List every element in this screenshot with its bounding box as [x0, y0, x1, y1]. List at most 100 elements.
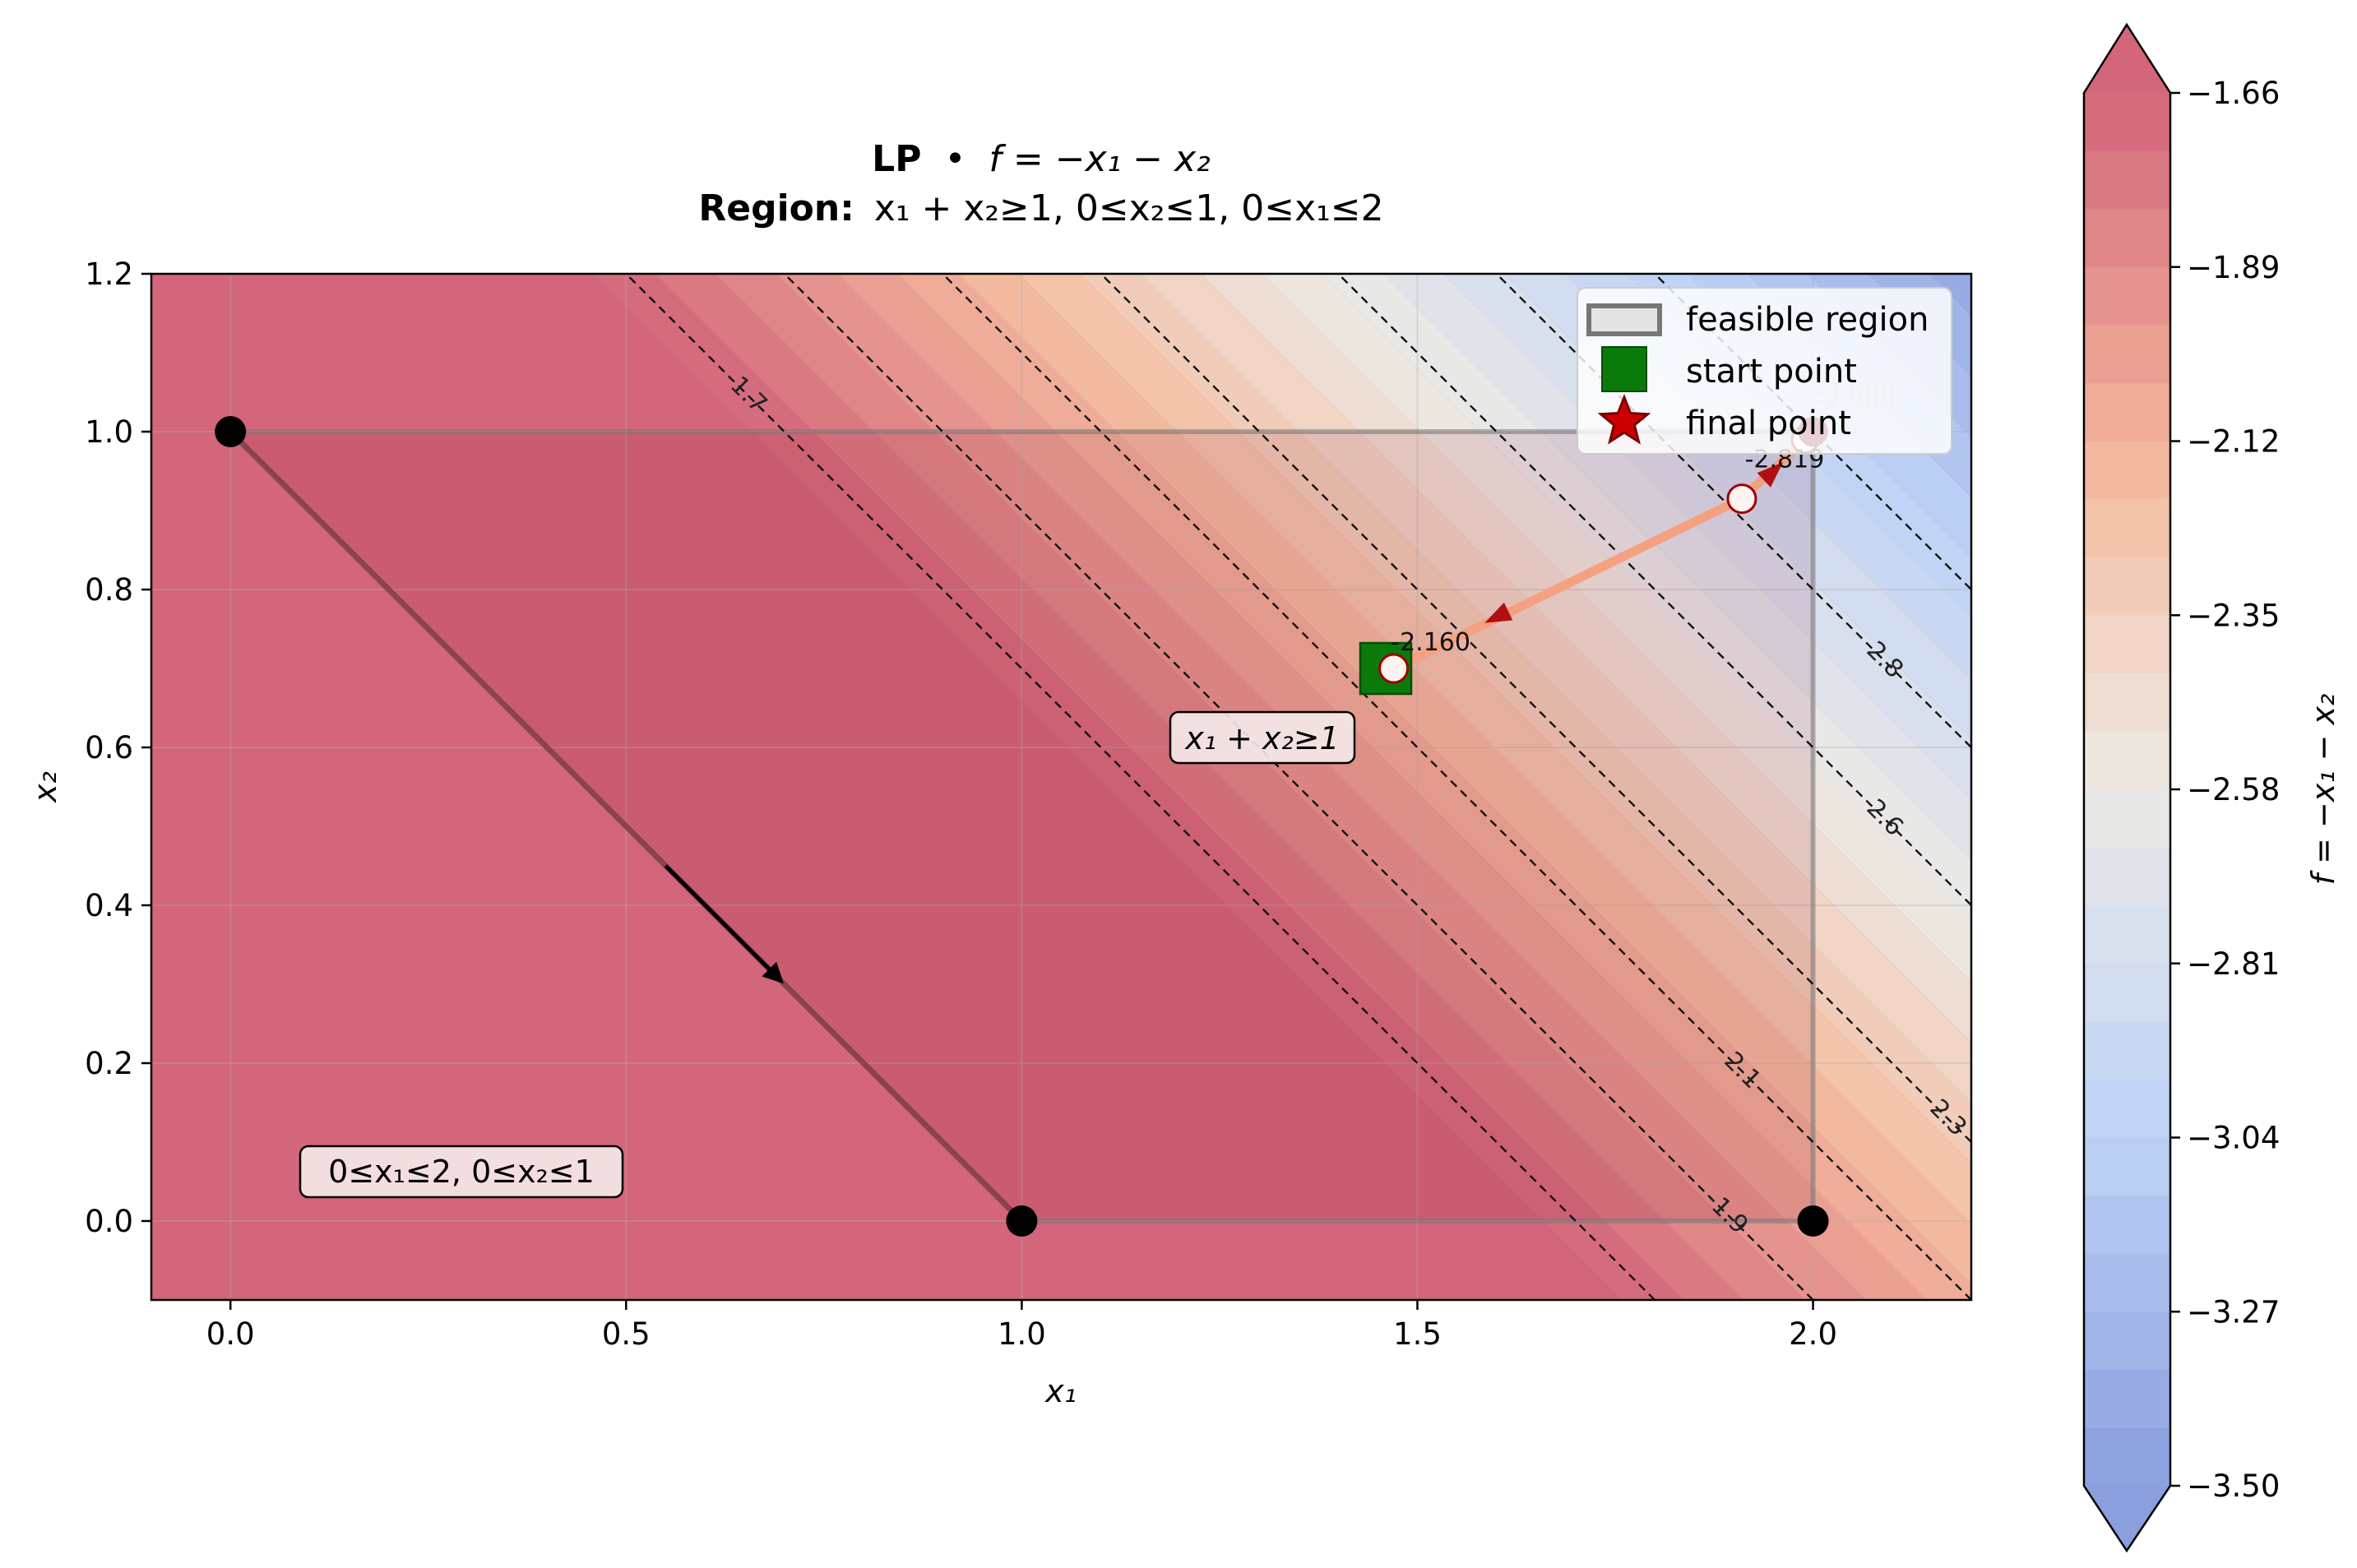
colorbar-band [2084, 1079, 2170, 1138]
contour-line [1100, 274, 1971, 1144]
vertices [215, 416, 1829, 1237]
colorbar-tick-label: −1.89 [2187, 250, 2280, 285]
colorbar-tick-label: −1.66 [2187, 76, 2280, 111]
legend-swatch-start [1601, 346, 1647, 392]
y-tick-label: 1.2 [85, 257, 133, 292]
bounds-label-box: 0≤x₁≤2, 0≤x₂≤1 [299, 1145, 624, 1199]
colorbar-band [2084, 150, 2170, 210]
colorbar-band [2084, 905, 2170, 964]
contour-band [1322, 274, 1971, 922]
iterate-point [1726, 483, 1757, 515]
svg-text:Region: x₁ + x₂≥1, 0≤x₂: Region: x₁ + x₂≥1, 0≤x₂≤1, 0≤x₁≤2 [698, 187, 1383, 229]
x-tick-label: 1.0 [998, 1316, 1046, 1352]
vertex-point [1006, 1205, 1038, 1237]
colorbar-tick-label: −2.35 [2187, 598, 2280, 633]
colorbar-band [2084, 1021, 2170, 1080]
contour-band [1079, 274, 1971, 1163]
colorbar-band [2084, 1253, 2170, 1312]
contour-band [1019, 274, 1971, 1224]
colorbar-band [2084, 1196, 2170, 1255]
x-ticks: 0.0 0.5 1.0 1.5 2.0 [206, 1300, 1837, 1352]
contour-band [655, 274, 1745, 1300]
contour-band [1382, 274, 1971, 861]
x-tick-label: 2.0 [1789, 1316, 1837, 1352]
legend-label-feasible: feasible region [1686, 301, 1929, 339]
constraint-edge [228, 429, 1024, 1223]
legend: feasible region start point final point [1577, 287, 1952, 455]
colorbar-band [2084, 963, 2170, 1022]
colorbar-band [2084, 1427, 2170, 1486]
contour-band [958, 274, 1971, 1284]
path-arrowhead [1757, 462, 1784, 488]
contour-line [783, 274, 1814, 1300]
colorbar-band [2084, 93, 2170, 152]
colorbar-tick-label: −3.27 [2187, 1294, 2280, 1330]
constraint-label-box: x₁ + x₂≥1 [1169, 710, 1356, 765]
colorbar-band [2084, 789, 2170, 849]
bounds-label-text: 0≤x₁≤2, 0≤x₂≤1 [328, 1154, 595, 1190]
direction-arrow [664, 864, 784, 984]
contour-band [897, 274, 1971, 1300]
y-tick-label: 0.0 [85, 1204, 133, 1239]
contour-band [776, 274, 1866, 1300]
contour-band [1504, 274, 1971, 740]
colorbar-band [2084, 731, 2170, 790]
colorbar-band [2084, 209, 2170, 268]
x-tick-label: 1.5 [1393, 1316, 1442, 1352]
legend-swatch-feasible [1586, 303, 1662, 336]
contour-band [1140, 274, 1971, 1103]
colorbar-band [2084, 1137, 2170, 1196]
legend-label-start: start point [1686, 353, 1857, 391]
legend-swatch-final-star [1597, 393, 1651, 445]
svg-text:LP • f = −x₁ − x₂: LP • f = −x₁ − x₂ [872, 138, 1211, 180]
colorbar: −1.66 −1.89 −2.12 −2.35 −2.58 −2.81 −3.04 −3.27… [2082, 22, 2341, 1553]
contour-band [715, 274, 1805, 1300]
colorbar-ticks: −1.66 −1.89 −2.12 −2.35 −2.58 −2.81 −3.04 −3.27… [2170, 76, 2280, 1504]
path-arrowhead [1484, 602, 1513, 623]
colorbar-band [2084, 673, 2170, 732]
vertex-point [1797, 1205, 1829, 1237]
colorbar-band [2084, 266, 2170, 326]
y-tick-label: 0.4 [85, 888, 133, 923]
y-axis-label: x₂ [27, 771, 63, 803]
path-value-label: -2.160 [1391, 628, 1470, 657]
vertex-point [215, 416, 247, 447]
colorbar-tick-label: −3.04 [2187, 1121, 2280, 1156]
colorbar-band [2084, 557, 2170, 616]
colorbar-band [2084, 382, 2170, 442]
contour-band [1625, 274, 1971, 619]
contour-line [625, 274, 1655, 1300]
plot-area: -1.7-1.92.12.32.62.8 -2.160-2.819-2.980-… [151, 274, 2357, 1300]
y-tick-label: 1.0 [85, 414, 133, 450]
colorbar-band [2084, 615, 2170, 674]
y-tick-label: 0.8 [85, 572, 133, 608]
contour-band [1443, 274, 1971, 801]
x-tick-label: 0.0 [206, 1316, 255, 1352]
colorbar-band [2084, 1369, 2170, 1428]
chart-title: LP • f = −x₁ − x₂ Region: x₁ + x₂≥1, 0≤x… [698, 138, 1383, 229]
y-tick-label: 0.2 [85, 1046, 133, 1081]
y-tick-label: 0.6 [85, 730, 133, 765]
axes-frame [150, 272, 1973, 1302]
contour-band [1989, 274, 2357, 1300]
constraint-label-text: x₁ + x₂≥1 [1184, 720, 1339, 756]
x-axis-label: x₁ [1044, 1373, 1077, 1409]
colorbar-label: f = −x₁ − x₂ [2305, 694, 2341, 886]
colorbar-band [2084, 441, 2170, 500]
colorbar-band [2084, 847, 2170, 906]
colorbar-band [2084, 325, 2170, 384]
legend-label-final: final point [1686, 405, 1851, 442]
colorbar-tick-label: −2.58 [2187, 772, 2280, 807]
colorbar-tick-label: −3.50 [2187, 1469, 2280, 1504]
y-ticks: 0.0 0.2 0.4 0.6 0.8 1.0 1.2 [85, 257, 151, 1239]
contour-band [836, 274, 1927, 1300]
colorbar-band [2084, 499, 2170, 558]
iterate-point [1378, 653, 1410, 684]
colorbar-tick-label: −2.12 [2187, 424, 2280, 460]
contour-band [1201, 274, 1971, 1043]
colorbar-band [2084, 1311, 2170, 1371]
contour-line [942, 274, 1971, 1300]
contour-band [1262, 274, 1971, 982]
colorbar-tick-label: −2.81 [2187, 946, 2280, 982]
